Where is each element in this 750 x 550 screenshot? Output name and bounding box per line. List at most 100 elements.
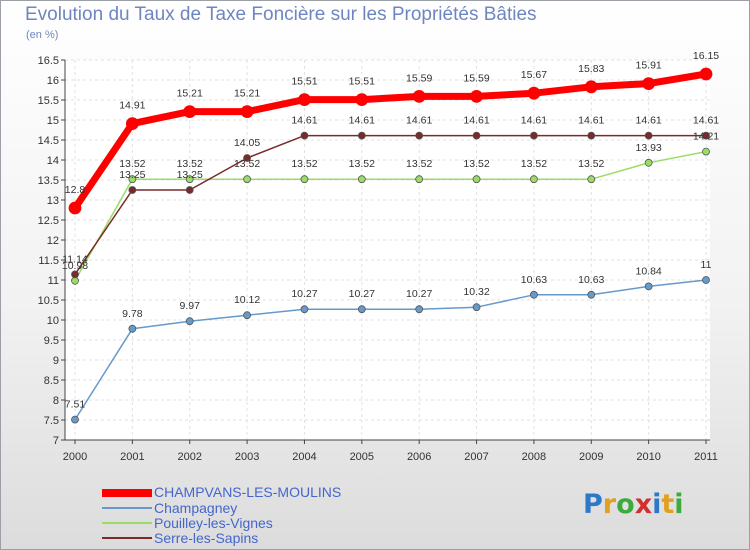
data-label-serre: 14.05: [234, 137, 260, 149]
y-tick-label: 7: [53, 435, 59, 447]
data-label-pouilley: 13.52: [521, 158, 547, 170]
y-tick-label: 10: [47, 315, 59, 327]
data-label-pouilley: 13.52: [578, 158, 604, 170]
data-label-champagney: 10.27: [291, 288, 317, 300]
logo-letter: r: [602, 489, 617, 520]
data-label-pouilley: 13.52: [291, 158, 317, 170]
y-tick-label: 13.5: [38, 175, 59, 187]
logo-letter: x: [634, 489, 653, 520]
data-label-champagney: 9.78: [122, 308, 143, 320]
data-label-champvans: 15.59: [463, 72, 489, 84]
point-champvans: [125, 117, 139, 130]
data-label-serre: 14.61: [349, 115, 375, 127]
y-tick-label: 14: [47, 155, 59, 167]
point-champvans: [527, 86, 541, 100]
data-label-champvans: 15.83: [578, 63, 604, 75]
legend-label-pouilley: Pouilley-les-Vignes: [154, 515, 273, 531]
point-champvans: [240, 105, 254, 118]
point-pouilley: [300, 175, 309, 184]
point-pouilley: [415, 175, 424, 184]
chart-title: Evolution du Taux de Taxe Foncière sur l…: [25, 4, 537, 25]
point-champvans: [470, 90, 483, 103]
point-serre: [243, 154, 251, 162]
point-pouilley: [185, 175, 194, 184]
point-pouilley: [357, 175, 366, 184]
point-champagney: [185, 317, 194, 326]
data-label-pouilley: 13.52: [177, 158, 203, 170]
point-serre: [702, 131, 710, 140]
data-label-pouilley: 14.21: [693, 131, 719, 143]
y-tick-label: 8: [53, 395, 59, 407]
series-line-serre: [74, 134, 706, 275]
point-champvans: [68, 201, 82, 215]
data-label-pouilley: 13.93: [635, 142, 661, 154]
proxiti-logo: Proxiti: [583, 489, 684, 520]
legend-label-serre: Serre-les-Sapins: [154, 530, 259, 546]
data-label-pouilley: 10.98: [62, 260, 88, 272]
logo-letter: i: [652, 489, 662, 520]
point-serre: [530, 131, 538, 140]
data-label-pouilley: 13.52: [234, 158, 260, 170]
point-champvans: [642, 77, 656, 90]
data-label-champvans: 15.51: [349, 76, 375, 88]
data-label-champagney: 10.27: [406, 288, 432, 300]
y-tick-label: 15.5: [38, 95, 59, 107]
data-label-serre: 14.61: [463, 115, 489, 127]
data-label-champagney: 9.97: [180, 300, 201, 312]
point-pouilley: [702, 147, 710, 156]
data-label-champvans: 15.51: [291, 76, 317, 88]
logo-letter: o: [616, 489, 635, 520]
data-label-serre: 14.61: [578, 115, 604, 127]
point-champagney: [530, 290, 538, 299]
data-label-serre: 14.61: [291, 115, 317, 127]
point-champagney: [644, 282, 653, 291]
point-pouilley: [644, 158, 653, 167]
data-label-pouilley: 13.52: [349, 158, 375, 170]
data-label-pouilley: 13.52: [406, 158, 432, 170]
data-label-champvans: 15.59: [406, 72, 432, 84]
data-label-serre: 13.25: [119, 169, 145, 181]
point-champagney: [357, 305, 366, 314]
data-label-serre: 14.61: [693, 115, 719, 127]
data-label-champvans: 12.8: [65, 184, 86, 196]
point-serre: [415, 131, 424, 140]
point-serre: [644, 131, 653, 140]
data-label-champagney: 10.84: [635, 265, 661, 277]
data-label-pouilley: 13.52: [119, 158, 145, 170]
legend-swatch-champagney: [102, 507, 152, 509]
point-serre: [71, 270, 79, 279]
logo-letter: P: [583, 489, 603, 520]
data-label-champvans: 16.15: [693, 50, 719, 62]
x-tick-label: 2003: [235, 451, 259, 463]
y-tick-label: 9: [53, 355, 59, 367]
y-tick-label: 12: [47, 235, 59, 247]
point-serre: [128, 186, 137, 194]
data-label-champagney: 10.12: [234, 294, 260, 306]
data-label-champagney: 10.32: [463, 286, 489, 298]
data-label-champvans: 15.67: [521, 69, 547, 81]
series-line-pouilley: [74, 150, 707, 282]
logo-letter: t: [661, 489, 675, 520]
logo-letter: i: [674, 489, 684, 520]
data-label-champagney: 7.51: [65, 399, 86, 411]
y-tick-label: 9.5: [44, 335, 59, 347]
point-champagney: [300, 305, 309, 314]
point-champagney: [128, 324, 137, 333]
data-label-serre: 14.61: [406, 115, 432, 127]
legend-swatch-serre: [102, 537, 152, 539]
point-pouilley: [472, 175, 481, 184]
data-label-champvans: 15.91: [635, 60, 661, 72]
x-tick-label: 2007: [464, 451, 488, 463]
point-champvans: [355, 93, 369, 106]
series-line-champvans: [72, 70, 707, 210]
x-tick-label: 2009: [579, 451, 603, 463]
data-label-serre: 14.61: [521, 115, 547, 127]
x-tick-label: 2008: [522, 451, 546, 463]
point-serre: [185, 186, 194, 194]
y-tick-label: 10.5: [38, 295, 59, 307]
data-label-champagney: 10.63: [521, 274, 547, 286]
point-champagney: [587, 290, 596, 299]
y-tick-label: 7.5: [44, 415, 59, 427]
x-tick-label: 2000: [63, 451, 87, 463]
legend-swatch-champvans: [102, 489, 152, 497]
